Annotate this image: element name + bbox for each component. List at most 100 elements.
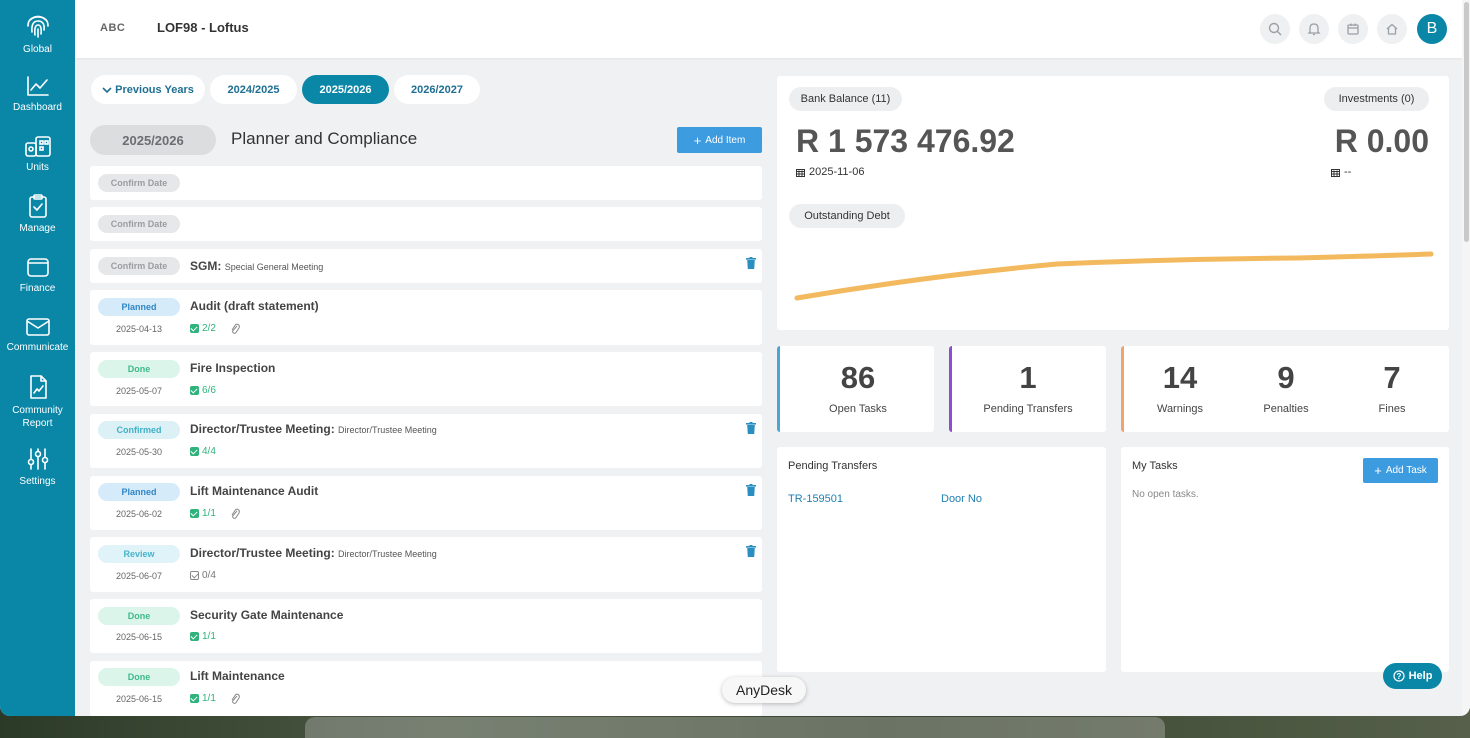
planner-item[interactable]: Done Lift Maintenance 2025-06-15 1/1: [90, 661, 762, 716]
paperclip-icon[interactable]: [230, 508, 240, 520]
top-header: ABC LOF98 - Loftus B: [75, 0, 1470, 58]
tab-label: Previous Years: [115, 83, 194, 96]
planner-item[interactable]: Done Security Gate Maintenance 2025-06-1…: [90, 599, 762, 653]
trash-icon[interactable]: [746, 484, 756, 496]
item-checklist: 1/1: [190, 693, 216, 704]
fingerprint-icon: [26, 15, 49, 38]
help-label: Help: [1408, 670, 1433, 682]
status-badge[interactable]: Confirmed: [98, 421, 180, 439]
add-task-button[interactable]: + Add Task: [1363, 458, 1438, 483]
item-title-text: Director/Trustee Meeting:: [190, 546, 335, 560]
paperclip-icon[interactable]: [230, 323, 240, 335]
sidebar-item-finance[interactable]: Finance: [0, 255, 75, 294]
planner-item[interactable]: Confirm Date: [90, 207, 762, 241]
planner-item[interactable]: Planned Audit (draft statement) 2025-04-…: [90, 290, 762, 345]
status-badge[interactable]: Planned: [98, 298, 180, 316]
check-square-icon: [190, 509, 199, 518]
trash-icon[interactable]: [746, 545, 756, 557]
checklist-count: 6/6: [202, 385, 216, 396]
sidebar-item-label: Units: [26, 162, 49, 173]
tab-2024-2025[interactable]: 2024/2025: [210, 75, 297, 104]
item-title: Director/Trustee Meeting: Director/Trust…: [190, 422, 437, 436]
calendar-icon: [1331, 168, 1340, 177]
calendar-button[interactable]: [1338, 14, 1368, 44]
sidebar-item-label: Manage: [19, 223, 56, 234]
outstanding-debt-chip[interactable]: Outstanding Debt: [789, 204, 905, 228]
sidebar-item-label: Finance: [19, 283, 56, 294]
plus-icon: +: [1374, 463, 1382, 478]
penalties-count: 9: [1277, 360, 1295, 395]
planner-item[interactable]: Confirmed Director/Trustee Meeting: Dire…: [90, 414, 762, 468]
calendar-icon: [1347, 23, 1359, 35]
item-title: Security Gate Maintenance: [190, 608, 344, 622]
checklist-count: 1/1: [202, 631, 216, 642]
scrollbar-thumb[interactable]: [1464, 2, 1469, 242]
status-badge[interactable]: Review: [98, 545, 180, 563]
sidebar-item-units[interactable]: Units: [0, 134, 75, 173]
status-badge[interactable]: Confirm Date: [98, 215, 180, 233]
status-badge[interactable]: Confirm Date: [98, 257, 180, 275]
calendar-icon: [796, 168, 805, 177]
paperclip-icon[interactable]: [230, 693, 240, 705]
status-badge[interactable]: Done: [98, 668, 180, 686]
sidebar-item-communicate[interactable]: Communicate: [0, 316, 75, 353]
status-badge[interactable]: Done: [98, 607, 180, 625]
sidebar-item-community-report[interactable]: Community Report: [0, 374, 75, 430]
investments-date-text: --: [1344, 166, 1352, 178]
tab-2026-2027[interactable]: 2026/2027: [394, 75, 480, 104]
sidebar-item-settings[interactable]: Settings: [0, 446, 75, 487]
transfer-door-link[interactable]: Door No: [941, 493, 982, 505]
check-square-icon: [190, 694, 199, 703]
check-square-icon: [190, 571, 199, 580]
compliance-card[interactable]: 14 Warnings 9 Penalties 7 Fines: [1121, 346, 1449, 432]
item-date: 2025-06-15: [115, 632, 163, 642]
notifications-button[interactable]: [1299, 14, 1329, 44]
transfer-ref-link[interactable]: TR-159501: [788, 493, 844, 505]
vertical-scrollbar[interactable]: [1462, 0, 1470, 716]
checklist-count: 1/1: [202, 508, 216, 519]
search-button[interactable]: [1260, 14, 1290, 44]
sidebar-item-manage[interactable]: Manage: [0, 193, 75, 234]
pending-transfers-card[interactable]: 1 Pending Transfers: [949, 346, 1106, 432]
item-date: 2025-05-30: [115, 447, 163, 457]
planner-item[interactable]: Review Director/Trustee Meeting: Directo…: [90, 537, 762, 592]
item-title: SGM: Special General Meeting: [190, 259, 323, 273]
my-tasks-panel: My Tasks + Add Task No open tasks.: [1121, 447, 1449, 672]
svg-text:?: ?: [1396, 672, 1401, 681]
open-tasks-card[interactable]: 86 Open Tasks: [777, 346, 934, 432]
tab-2025-2026[interactable]: 2025/2026: [302, 75, 389, 104]
user-avatar[interactable]: B: [1417, 14, 1447, 44]
sidebar-item-label: Settings: [19, 476, 56, 487]
help-button[interactable]: ? Help: [1383, 663, 1442, 689]
bank-balance-amount: R 1 573 476.92: [796, 123, 1015, 159]
add-item-button[interactable]: + Add Item: [677, 127, 762, 153]
planner-item[interactable]: Confirm Date: [90, 166, 762, 200]
planner-item[interactable]: Done Fire Inspection 2025-05-07 6/6: [90, 352, 762, 406]
sidebar-item-global[interactable]: Global: [0, 12, 75, 55]
investments-date: --: [1331, 166, 1351, 178]
tab-previous-years[interactable]: Previous Years: [91, 75, 205, 104]
sidebar-item-dashboard[interactable]: Dashboard: [0, 74, 75, 113]
investments-chip[interactable]: Investments (0): [1324, 87, 1429, 111]
planner-item[interactable]: Confirm Date SGM: Special General Meetin…: [90, 249, 762, 283]
item-checklist: 2/2: [190, 323, 216, 334]
item-date: 2025-06-07: [115, 571, 163, 581]
investments-amount: R 0.00: [1334, 123, 1429, 159]
trash-icon[interactable]: [746, 257, 756, 269]
bank-balance-date: 2025-11-06: [796, 166, 864, 178]
status-badge[interactable]: Confirm Date: [98, 174, 180, 192]
item-date: 2025-04-13: [115, 324, 163, 334]
status-badge[interactable]: Planned: [98, 483, 180, 501]
item-date: 2025-05-07: [115, 386, 163, 396]
checklist-count: 4/4: [202, 446, 216, 457]
my-tasks-title: My Tasks: [1132, 460, 1178, 472]
checklist-count: 0/4: [202, 570, 216, 581]
planner-item[interactable]: Planned Lift Maintenance Audit 2025-06-0…: [90, 476, 762, 530]
status-badge[interactable]: Done: [98, 360, 180, 378]
open-tasks-count: 86: [840, 360, 876, 395]
check-square-icon: [190, 386, 199, 395]
home-button[interactable]: [1377, 14, 1407, 44]
trash-icon[interactable]: [746, 422, 756, 434]
bank-balance-chip[interactable]: Bank Balance (11): [789, 87, 902, 111]
item-subtitle: Special General Meeting: [224, 262, 324, 272]
